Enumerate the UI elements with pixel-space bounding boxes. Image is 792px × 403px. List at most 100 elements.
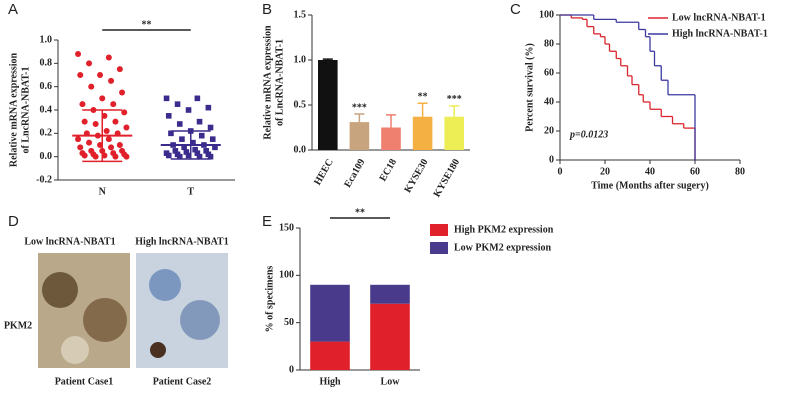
- data-point: [112, 118, 119, 125]
- panel-letter: A: [8, 1, 18, 18]
- significance-label: **: [142, 19, 152, 30]
- ihc-stain: [150, 342, 166, 358]
- x-tick-label: N: [99, 186, 107, 197]
- x-tick-label: 20: [600, 166, 610, 177]
- y-tick-label: 0: [549, 154, 554, 165]
- error-bar: [322, 58, 333, 60]
- error-bar: [386, 114, 396, 128]
- data-point: [194, 95, 201, 102]
- data-point: [185, 152, 192, 159]
- bar-segment: [370, 303, 410, 370]
- data-point: [207, 153, 214, 160]
- data-point: [181, 144, 187, 151]
- y-tick-label: 1.0: [40, 34, 53, 45]
- data-point: [203, 148, 209, 154]
- bar: [444, 116, 464, 150]
- data-point: [97, 72, 104, 78]
- x-tick-label: 60: [690, 166, 700, 177]
- bar: [349, 122, 370, 150]
- bar: [381, 127, 401, 150]
- row-label: PKM2: [4, 320, 32, 331]
- legend-swatch: [430, 242, 448, 254]
- y-axis-label: Percent survival (%): [524, 43, 535, 132]
- x-tick-label: HEEC: [312, 157, 336, 187]
- ihc-stain: [180, 300, 220, 340]
- y-tick-label: 60: [544, 67, 554, 78]
- error-bar: [354, 113, 365, 123]
- legend-label: Low lncRNA-NBAT-1: [672, 12, 766, 23]
- ihc-stain: [61, 336, 89, 364]
- significance-label: ***: [447, 94, 462, 105]
- data-point: [198, 132, 205, 139]
- data-point: [116, 142, 123, 148]
- legend-label: High PKM2 expression: [454, 224, 554, 235]
- data-point: [163, 95, 170, 102]
- panel-letter: D: [8, 213, 19, 230]
- data-point: [209, 136, 216, 142]
- image-caption: Patient Case1: [55, 376, 114, 387]
- y-tick-label: -0.2: [36, 174, 52, 185]
- data-point: [168, 130, 174, 137]
- y-tick-label: 80: [544, 38, 554, 49]
- x-tick-label: Low: [381, 376, 401, 387]
- panel-letter: C: [510, 1, 521, 18]
- data-point: [196, 153, 203, 160]
- data-point: [185, 107, 192, 113]
- data-point: [196, 118, 203, 125]
- legend-label: Low PKM2 expression: [454, 242, 551, 253]
- legend-swatch: [430, 224, 448, 236]
- data-point: [77, 144, 84, 151]
- y-tick-label: 0.5: [294, 99, 307, 110]
- y-tick-label: 0.0: [40, 151, 53, 162]
- data-point: [176, 121, 183, 127]
- x-tick-label: T: [187, 186, 194, 197]
- y-axis-label: Relative mRNA expression: [8, 52, 19, 167]
- data-point: [75, 136, 82, 143]
- data-point: [119, 89, 126, 96]
- data-point: [75, 51, 82, 57]
- significance-label: **: [418, 91, 428, 102]
- bar-segment: [310, 341, 350, 370]
- bar-segment: [310, 284, 350, 342]
- data-point: [103, 128, 110, 134]
- legend-label: High lncRNA-NBAT-1: [672, 28, 768, 39]
- data-point: [176, 153, 183, 160]
- y-tick-label: 0.8: [40, 58, 53, 69]
- data-point: [108, 77, 115, 84]
- data-point: [86, 60, 93, 67]
- y-tick-label: 40: [544, 96, 554, 107]
- y-tick-label: 0: [289, 364, 294, 375]
- data-point: [77, 72, 84, 78]
- y-tick-label: 0.6: [40, 81, 53, 92]
- data-point: [190, 139, 196, 146]
- x-tick-label: KYSE180: [432, 157, 463, 199]
- data-point: [116, 66, 123, 73]
- data-point: [165, 113, 172, 119]
- bar-segment: [370, 284, 410, 304]
- y-axis-label: of LncRNA-NBAT-1: [20, 67, 31, 154]
- data-point: [192, 146, 198, 153]
- data-point: [92, 153, 99, 160]
- x-tick-label: 40: [645, 166, 655, 177]
- y-tick-label: 0.4: [40, 104, 53, 115]
- ihc-stain: [149, 269, 181, 301]
- data-point: [81, 152, 88, 159]
- x-tick-label: KYSE30: [403, 157, 431, 195]
- data-point: [105, 136, 112, 143]
- error-bar: [417, 102, 428, 117]
- data-point: [179, 136, 185, 142]
- y-tick-label: 50: [284, 317, 294, 328]
- y-tick-label: 20: [544, 125, 554, 136]
- y-axis-label: % of specimens: [264, 266, 275, 333]
- significance-label: **: [355, 207, 365, 218]
- y-tick-label: 1.5: [294, 9, 307, 20]
- y-tick-label: 1.0: [294, 54, 307, 65]
- p-value: p=0.0123: [569, 129, 608, 140]
- bar: [318, 60, 338, 150]
- image-title: Low lncRNA-NBAT1: [24, 236, 115, 247]
- y-tick-label: 100: [279, 270, 294, 281]
- panel-letter: E: [262, 213, 272, 230]
- bar: [412, 116, 433, 150]
- data-point: [99, 95, 106, 102]
